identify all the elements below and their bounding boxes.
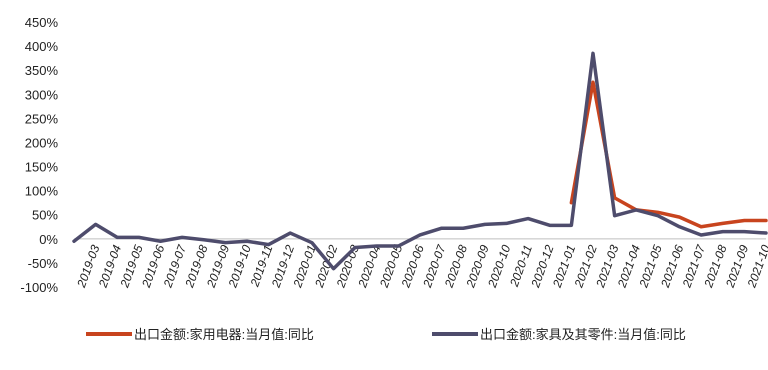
y-tick-label: 250% [25,111,59,126]
y-tick-label: -50% [28,256,59,271]
legend-item-1: 出口金额:家用电器:当月值:同比 [86,327,314,342]
y-tick-label: 200% [25,135,59,150]
series-line-2 [72,51,768,271]
y-tick-label: 350% [25,63,59,78]
legend-label: 出口金额:家用电器:当月值:同比 [134,327,314,342]
y-tick-label: 100% [25,184,59,199]
x-axis: 2019-032019-042019-052019-062019-072019-… [74,238,768,290]
y-tick-label: 400% [25,39,59,54]
legend: 出口金额:家用电器:当月值:同比 出口金额:家具及其零件:当月值:同比 [86,327,686,342]
series-layer [72,51,768,271]
y-tick-label: 450% [25,15,59,30]
y-tick-label: 0% [39,232,58,247]
y-tick-label: 300% [25,87,59,102]
y-tick-label: -100% [20,280,58,295]
legend-item-2: 出口金额:家具及其零件:当月值:同比 [432,327,686,342]
legend-label: 出口金额:家具及其零件:当月值:同比 [480,327,686,342]
y-tick-label: 50% [32,208,58,223]
y-tick-label: 150% [25,160,59,175]
y-axis: 450% 400% 350% 300% 250% 200% 150% 100% 50% 0% -50… [20,15,58,295]
